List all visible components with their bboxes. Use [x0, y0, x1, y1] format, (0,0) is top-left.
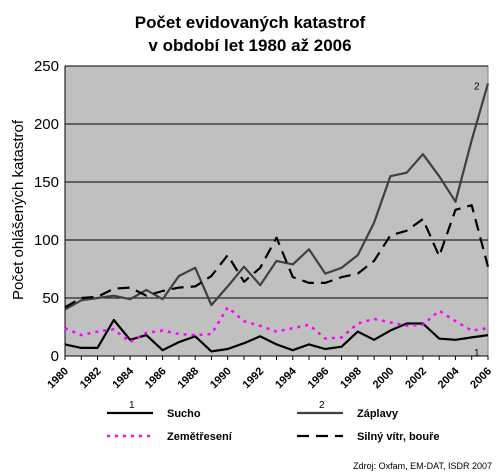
legend-marker: 2: [319, 400, 325, 411]
y-tick-label: 150: [34, 174, 59, 191]
x-tick-label: 1992: [241, 365, 267, 391]
series-end-marker: 2: [474, 81, 480, 92]
series-line-sucho: [64, 318, 489, 353]
series-lines: 12: [64, 81, 490, 359]
y-tick-label: 200: [34, 116, 59, 133]
series-line-zem-t-esen-: [64, 306, 489, 344]
chart-title-line-1: Počet evidovaných katastrof: [135, 13, 366, 32]
x-tick-label: 1982: [78, 365, 104, 391]
y-tick-label: 0: [51, 348, 59, 365]
x-tick-label: 1988: [175, 365, 201, 391]
legend-label: Zemětřesení: [167, 431, 233, 443]
plot-area: [64, 65, 489, 357]
chart-title-line-2: v období let 1980 až 2006: [148, 36, 351, 55]
x-tick-label: 1990: [208, 365, 234, 391]
x-tick-label: 1984: [110, 365, 136, 391]
legend-label: Záplavy: [357, 408, 399, 420]
series-line-z-plavy: [64, 83, 490, 311]
x-tick-label: 2002: [403, 365, 429, 391]
x-tick-label: 1986: [143, 365, 169, 391]
x-tick-label: 2006: [468, 365, 494, 391]
x-axis-ticks: 1980 1982 1984 1986 1988 1990 1992 1994 1996 1998…: [45, 356, 494, 391]
legend: 1 Sucho 2 Záplavy Zemětřesení Silný vítr, bou…: [107, 400, 440, 443]
legend-label: Silný vítr, bouře: [357, 431, 440, 443]
x-tick-label: 1998: [338, 365, 364, 391]
legend-marker: 1: [129, 400, 135, 411]
y-tick-label: 250: [34, 58, 59, 75]
series-line-siln-v-tr-bou-e: [64, 204, 490, 309]
y-tick-label: 50: [42, 290, 59, 307]
legend-label: Sucho: [167, 408, 201, 420]
x-tick-label: 2004: [436, 365, 462, 391]
series-end-marker: 1: [474, 348, 480, 359]
x-tick-label: 2000: [371, 365, 397, 391]
source-note: Zdroj: Oxfam, EM-DAT, ISDR 2007: [353, 461, 492, 471]
y-axis-ticks: 0 50 100 150 200 250: [34, 58, 59, 365]
x-tick-label: 1994: [273, 365, 299, 391]
x-tick-label: 1980: [45, 365, 71, 391]
y-axis-label: Počet ohlášených katastrof: [10, 119, 27, 300]
y-tick-label: 100: [34, 232, 59, 249]
x-tick-label: 1996: [306, 365, 332, 391]
